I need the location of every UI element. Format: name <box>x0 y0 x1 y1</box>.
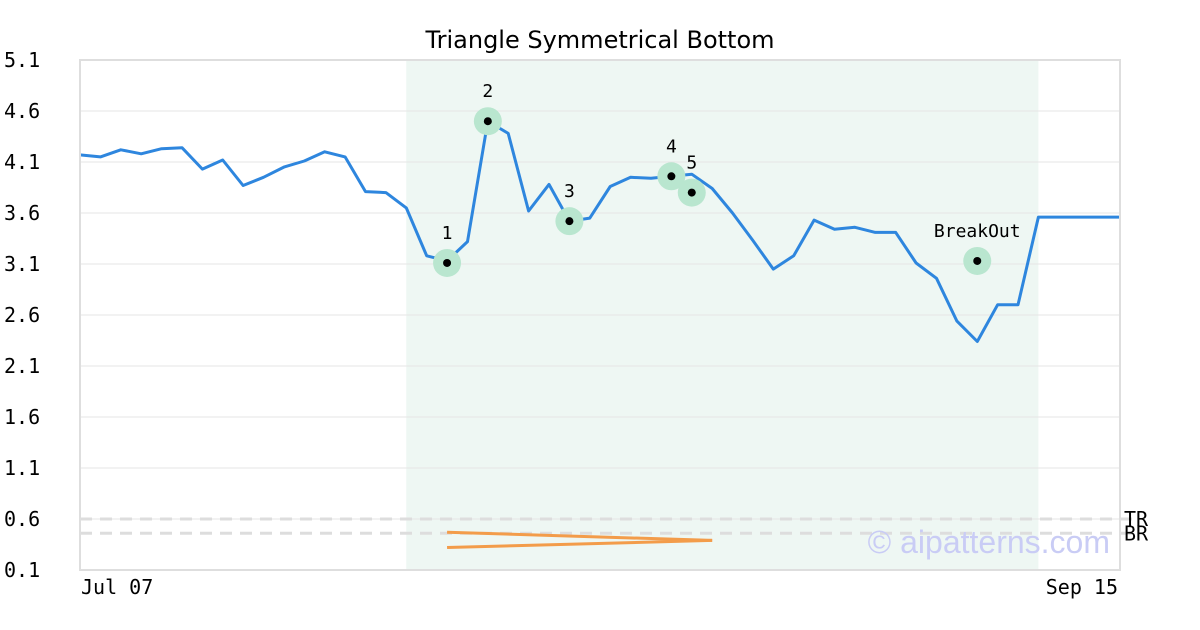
reference-label: TR <box>1124 507 1149 531</box>
triangle-line <box>447 538 713 550</box>
pattern-point-label: 3 <box>564 181 575 202</box>
pattern-point-label: 5 <box>686 153 697 174</box>
pattern-point-label: 4 <box>666 136 677 157</box>
pattern-point-label: 1 <box>442 223 453 244</box>
triangle-line <box>447 530 713 542</box>
y-tick-label: 0.6 <box>4 507 40 531</box>
pattern-point-marker <box>973 256 982 265</box>
pattern-point-marker <box>443 258 452 267</box>
y-tick-label: 2.6 <box>4 303 40 327</box>
plot-frame <box>79 59 1121 571</box>
pattern-point-marker <box>667 172 676 181</box>
x-tick-label: Sep 15 <box>1046 575 1118 599</box>
y-tick-label: 1.1 <box>4 456 40 480</box>
pattern-point-label: BreakOut <box>934 221 1021 242</box>
reference-label: BR <box>1124 521 1149 545</box>
x-tick-label: Jul 07 <box>81 575 153 599</box>
y-tick-label: 4.1 <box>4 150 40 174</box>
y-tick-label: 5.1 <box>4 48 40 72</box>
y-tick-label: 0.1 <box>4 558 40 582</box>
chart-title: Triangle Symmetrical Bottom <box>424 26 774 54</box>
y-tick-label: 3.1 <box>4 252 40 276</box>
y-tick-label: 1.6 <box>4 405 40 429</box>
pattern-point-marker <box>483 117 492 126</box>
pattern-point-marker <box>687 188 696 197</box>
y-tick-label: 3.6 <box>4 201 40 225</box>
watermark-text: © aipatterns.com <box>868 524 1110 560</box>
y-tick-label: 4.6 <box>4 99 40 123</box>
price-line <box>79 119 1120 343</box>
pattern-point-label: 2 <box>482 81 493 102</box>
pattern-point-marker <box>565 217 574 226</box>
y-tick-label: 2.1 <box>4 354 40 378</box>
